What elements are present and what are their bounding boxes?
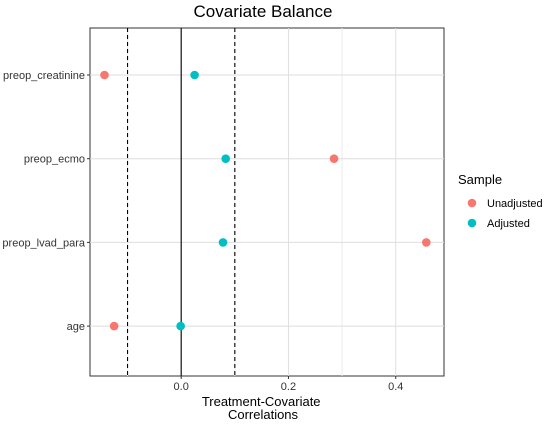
y-tick-label: preop_creatinine xyxy=(3,70,85,82)
reference-lines xyxy=(126,28,236,376)
y-tick-label: preop_ecmo xyxy=(24,154,85,166)
legend: Sample Unadjusted Adjusted xyxy=(458,172,543,230)
y-axis: preop_creatinine preop_ecmo preop_lvad_par… xyxy=(2,70,90,333)
legend-label-unadjusted: Unadjusted xyxy=(487,198,543,210)
x-axis-title: Treatment-Covariate Correlations xyxy=(202,394,324,422)
x-tick-label: 0.0 xyxy=(174,381,189,393)
x-axis-title-line-2: Correlations xyxy=(228,407,299,422)
point-unadjusted-preop-lvad-para xyxy=(422,238,431,247)
chart-title: Covariate Balance xyxy=(194,2,333,21)
point-adjusted-preop-lvad-para xyxy=(218,238,228,247)
y-tick-label: age xyxy=(67,321,85,333)
x-axis-title-line-1: Treatment-Covariate xyxy=(202,394,321,409)
legend-label-adjusted: Adjusted xyxy=(487,218,530,230)
point-adjusted-preop-creatinine xyxy=(190,70,199,80)
x-tick-label: 0.2 xyxy=(281,381,296,393)
point-unadjusted-preop-creatinine xyxy=(100,70,109,80)
data-points xyxy=(100,70,431,331)
point-adjusted-preop-ecmo xyxy=(221,154,230,163)
point-adjusted-age xyxy=(176,321,185,331)
legend-key-adjusted xyxy=(467,218,477,228)
x-tick-label: 0.4 xyxy=(388,381,403,393)
legend-title: Sample xyxy=(458,172,502,187)
y-tick-label: preop_lvad_para xyxy=(2,237,85,249)
x-axis: 0.0 0.2 0.4 xyxy=(174,376,403,393)
legend-key-unadjusted xyxy=(467,198,477,208)
point-unadjusted-age xyxy=(109,321,119,331)
plot-panel xyxy=(89,27,445,377)
point-unadjusted-preop-ecmo xyxy=(329,154,339,163)
